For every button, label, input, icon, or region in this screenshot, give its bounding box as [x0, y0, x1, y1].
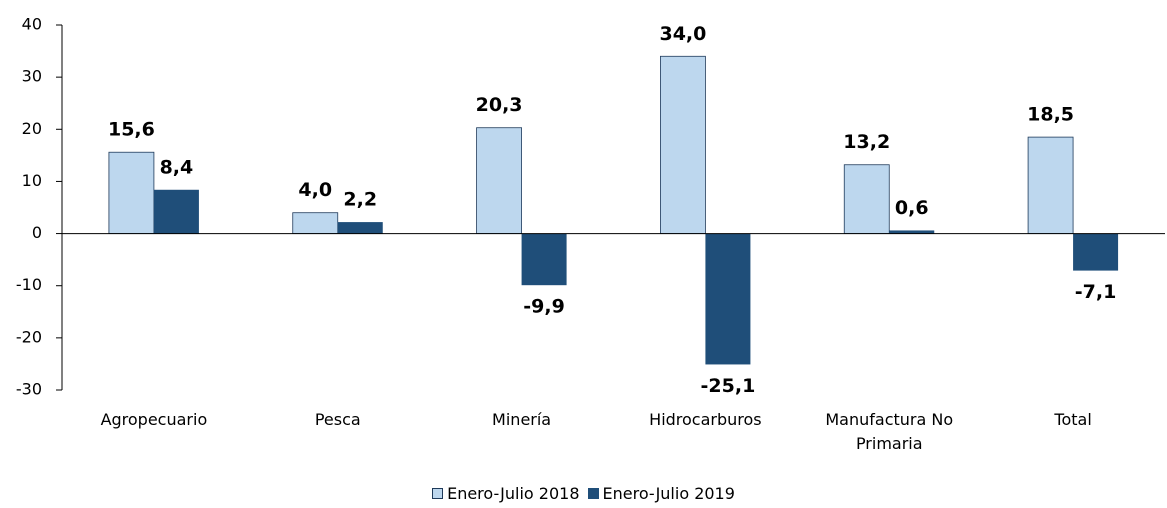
- value-label: 34,0: [659, 23, 706, 45]
- bar: [292, 212, 339, 234]
- y-tick-label: 20: [22, 119, 42, 138]
- y-tick-label: 0: [32, 223, 42, 242]
- value-label: 8,4: [160, 156, 194, 178]
- bar: [1073, 233, 1119, 271]
- legend-item: Enero-Julio 2019: [587, 484, 735, 503]
- x-tick-label: Pesca: [314, 410, 361, 429]
- bar: [705, 233, 751, 365]
- x-tick-label: Minería: [492, 410, 552, 429]
- bar: [476, 127, 522, 234]
- bar: [1027, 136, 1074, 234]
- y-tick-label: -30: [16, 380, 42, 399]
- value-label: 20,3: [476, 94, 523, 116]
- value-label: -25,1: [701, 375, 756, 397]
- value-label: -7,1: [1075, 281, 1117, 303]
- y-tick-label: 40: [22, 15, 42, 34]
- legend-label: Enero-Julio 2019: [602, 484, 735, 503]
- bar: [153, 189, 199, 234]
- value-label: -9,9: [523, 296, 565, 318]
- legend-label: Enero-Julio 2018: [447, 484, 580, 503]
- bar: [337, 222, 383, 234]
- value-label: 13,2: [843, 131, 890, 153]
- bar: [660, 55, 706, 234]
- legend-swatch: [587, 488, 599, 499]
- bar: [108, 151, 155, 234]
- legend-item: Enero-Julio 2018: [432, 484, 580, 503]
- y-tick-label: -10: [16, 275, 42, 294]
- value-label: 0,6: [895, 197, 929, 219]
- value-label: 18,5: [1027, 104, 1074, 126]
- y-tick-label: -20: [16, 327, 42, 346]
- y-tick-label: 30: [22, 67, 42, 86]
- x-tick-label: Manufactura No Primaria: [825, 410, 954, 453]
- value-label: 2,2: [343, 189, 377, 211]
- x-tick-label: Agropecuario: [100, 410, 208, 429]
- bar: [843, 164, 890, 234]
- bar: [889, 230, 935, 234]
- x-tick-label: Hidrocarburos: [649, 410, 762, 429]
- legend-swatch: [432, 488, 444, 499]
- y-tick-label: 10: [22, 171, 42, 190]
- x-tick-label: Total: [1054, 410, 1092, 429]
- value-label: 4,0: [298, 179, 332, 201]
- bar: [521, 233, 567, 286]
- value-label: 15,6: [108, 119, 155, 141]
- legend: Enero-Julio 2018 Enero-Julio 2019: [0, 484, 1167, 503]
